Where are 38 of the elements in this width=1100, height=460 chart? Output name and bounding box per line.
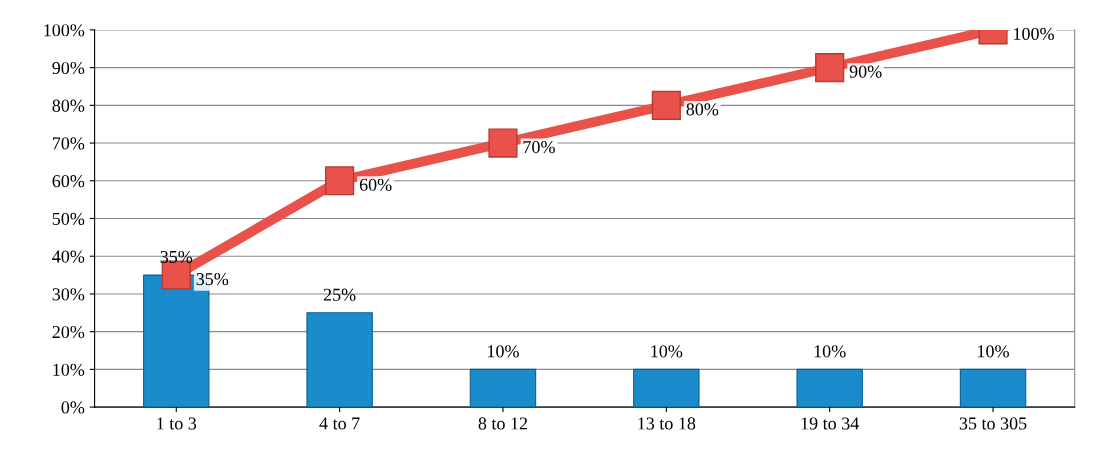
bar	[796, 368, 863, 408]
point	[815, 53, 845, 83]
data-label: 80%	[686, 103, 719, 116]
bar	[633, 368, 700, 408]
y-tick-label: 90%	[52, 61, 85, 75]
y-tick-label: 100%	[44, 24, 85, 37]
y-tick-label: 30%	[52, 288, 85, 301]
data-label: 10%	[488, 345, 519, 358]
y-tick-label: 80%	[52, 99, 85, 112]
data-label: 10%	[651, 345, 683, 358]
y-tick-label: 0%	[61, 401, 85, 414]
y-tick-label: 60%	[52, 175, 85, 188]
y-tick-label: 70%	[52, 137, 85, 150]
bar	[959, 368, 1027, 408]
y-tick-label: 10%	[53, 363, 85, 376]
data-label: 70%	[523, 140, 555, 154]
x-tick-label: 4 to 7	[319, 417, 360, 430]
y-tick-label: 20%	[52, 325, 85, 339]
data-label: 100%	[1014, 27, 1054, 41]
y-tick-label: 40%	[52, 250, 85, 263]
y-tick-label: 50%	[52, 212, 85, 225]
data-label: 10%	[814, 345, 846, 358]
data-label: 90%	[849, 65, 882, 78]
bar	[306, 312, 373, 408]
data-label: 10%	[978, 345, 1009, 358]
point	[488, 128, 518, 158]
point	[325, 166, 355, 196]
data-label: 25%	[323, 288, 356, 301]
point	[651, 90, 681, 120]
data-label: 35%	[196, 272, 229, 286]
x-tick-label: 13 to 18	[638, 417, 696, 430]
bar	[469, 368, 537, 408]
x-tick-label: 19 to 34	[801, 417, 859, 430]
x-tick-label: 8 to 12	[478, 417, 528, 430]
x-tick-label: 35 to 305	[959, 417, 1027, 430]
data-label: 60%	[359, 178, 392, 191]
data-label: 35%	[160, 250, 193, 264]
x-tick-label: 1 to 3	[157, 417, 197, 430]
